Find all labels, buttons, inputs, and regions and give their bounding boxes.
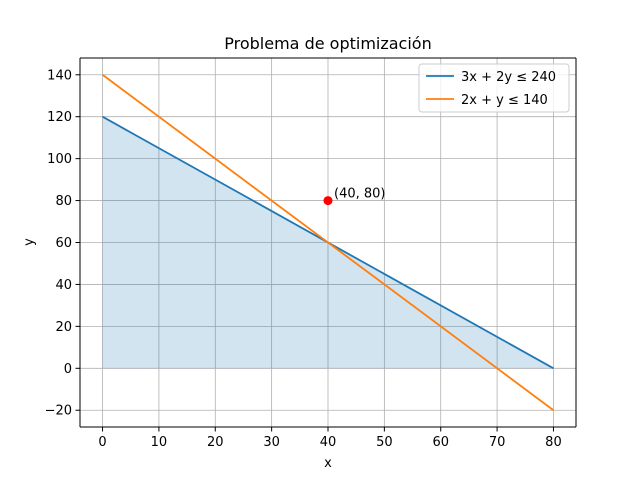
- x-tick-label: 10: [151, 435, 168, 450]
- x-tick-label: 0: [98, 435, 106, 450]
- legend: 3x + 2y ≤ 240 2x + y ≤ 140: [418, 63, 570, 113]
- y-tick-label: −20: [45, 404, 72, 419]
- y-tick-label: 40: [55, 278, 72, 293]
- series-lines-layer: [102, 74, 554, 411]
- legend-label: 3x + 2y ≤ 240: [461, 70, 556, 85]
- y-axis-label: y: [22, 238, 37, 246]
- x-tick-label: 20: [207, 435, 224, 450]
- y-tick-label: 140: [47, 68, 72, 83]
- point-annotation: (40, 80): [334, 187, 386, 202]
- x-axis-label: x: [324, 456, 332, 471]
- series-line-2: [102, 74, 554, 411]
- x-tick-label: 80: [545, 435, 562, 450]
- x-tick-label: 50: [376, 435, 393, 450]
- x-tick-label: 70: [489, 435, 506, 450]
- legend-label: 2x + y ≤ 140: [461, 93, 548, 108]
- tick-marks-layer: 0 10 20 30 40 50 60 70 80 −20 0 20 40 60 80 100 120 140: [45, 68, 562, 450]
- x-tick-label: 40: [320, 435, 337, 450]
- y-tick-label: 100: [47, 152, 72, 167]
- legend-box: [418, 63, 570, 113]
- y-tick-label: 0: [64, 362, 72, 377]
- y-tick-label: 60: [55, 236, 72, 251]
- y-tick-label: 80: [55, 194, 72, 209]
- x-tick-label: 30: [263, 435, 280, 450]
- grid-lines: [80, 58, 576, 427]
- y-tick-label: 120: [47, 110, 72, 125]
- points-layer: (40, 80): [323, 187, 386, 206]
- chart-title: Problema de optimización: [224, 34, 431, 53]
- x-tick-label: 60: [432, 435, 449, 450]
- point-marker: [323, 196, 333, 206]
- y-tick-label: 20: [55, 320, 72, 335]
